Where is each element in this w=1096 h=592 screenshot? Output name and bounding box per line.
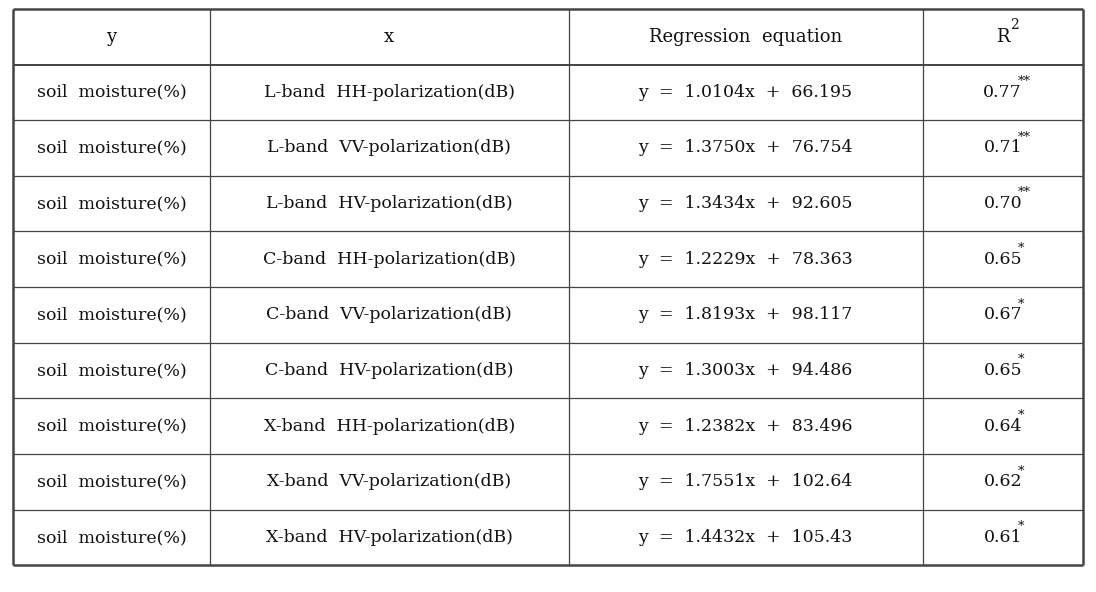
Text: soil  moisture(%): soil moisture(%) xyxy=(36,84,186,101)
Text: L-band  VV-polarization(dB): L-band VV-polarization(dB) xyxy=(267,140,511,156)
Text: *: * xyxy=(1017,298,1024,311)
Text: y  =  1.7551x  +  102.64: y = 1.7551x + 102.64 xyxy=(639,474,853,490)
Text: *: * xyxy=(1017,465,1024,478)
Text: *: * xyxy=(1017,353,1024,366)
Text: soil  moisture(%): soil moisture(%) xyxy=(36,140,186,156)
Text: y  =  1.8193x  +  98.117: y = 1.8193x + 98.117 xyxy=(639,307,853,323)
Text: **: ** xyxy=(1017,186,1030,200)
Text: y  =  1.2382x  +  83.496: y = 1.2382x + 83.496 xyxy=(638,418,853,435)
Text: 0.65: 0.65 xyxy=(983,251,1023,268)
Text: y  =  1.3750x  +  76.754: y = 1.3750x + 76.754 xyxy=(638,140,853,156)
Text: *: * xyxy=(1017,520,1024,533)
Text: soil  moisture(%): soil moisture(%) xyxy=(36,362,186,379)
Text: L-band  HV-polarization(dB): L-band HV-polarization(dB) xyxy=(266,195,513,212)
Text: X-band  VV-polarization(dB): X-band VV-polarization(dB) xyxy=(267,474,511,490)
Text: soil  moisture(%): soil moisture(%) xyxy=(36,474,186,490)
Text: y: y xyxy=(106,28,116,46)
Text: *: * xyxy=(1017,242,1024,255)
Text: **: ** xyxy=(1017,75,1030,88)
Text: soil  moisture(%): soil moisture(%) xyxy=(36,418,186,435)
Text: 0.67: 0.67 xyxy=(983,307,1023,323)
Text: soil  moisture(%): soil moisture(%) xyxy=(36,251,186,268)
Text: 0.61: 0.61 xyxy=(983,529,1021,546)
Text: y  =  1.0104x  +  66.195: y = 1.0104x + 66.195 xyxy=(639,84,853,101)
Text: X-band  HH-polarization(dB): X-band HH-polarization(dB) xyxy=(264,418,515,435)
Text: y  =  1.2229x  +  78.363: y = 1.2229x + 78.363 xyxy=(638,251,853,268)
Text: 0.70: 0.70 xyxy=(983,195,1023,212)
Text: C-band  HH-polarization(dB): C-band HH-polarization(dB) xyxy=(263,251,515,268)
Text: soil  moisture(%): soil moisture(%) xyxy=(36,307,186,323)
Text: **: ** xyxy=(1017,131,1030,144)
Text: y  =  1.3434x  +  92.605: y = 1.3434x + 92.605 xyxy=(638,195,853,212)
Text: 2: 2 xyxy=(1011,18,1019,32)
Text: x: x xyxy=(385,28,395,46)
Text: y  =  1.3003x  +  94.486: y = 1.3003x + 94.486 xyxy=(639,362,853,379)
Text: soil  moisture(%): soil moisture(%) xyxy=(36,195,186,212)
Text: soil  moisture(%): soil moisture(%) xyxy=(36,529,186,546)
Text: Regression  equation: Regression equation xyxy=(649,28,842,46)
Text: C-band  HV-polarization(dB): C-band HV-polarization(dB) xyxy=(265,362,513,379)
Text: C-band  VV-polarization(dB): C-band VV-polarization(dB) xyxy=(266,307,512,323)
Text: R: R xyxy=(996,28,1009,46)
Text: L-band  HH-polarization(dB): L-band HH-polarization(dB) xyxy=(264,84,515,101)
Text: *: * xyxy=(1017,409,1024,422)
Text: X-band  HV-polarization(dB): X-band HV-polarization(dB) xyxy=(265,529,513,546)
Text: y  =  1.4432x  +  105.43: y = 1.4432x + 105.43 xyxy=(639,529,853,546)
Text: 0.71: 0.71 xyxy=(983,140,1023,156)
Text: 0.65: 0.65 xyxy=(983,362,1023,379)
Text: 0.62: 0.62 xyxy=(983,474,1023,490)
Text: 0.64: 0.64 xyxy=(983,418,1021,435)
Text: 0.77: 0.77 xyxy=(983,84,1023,101)
